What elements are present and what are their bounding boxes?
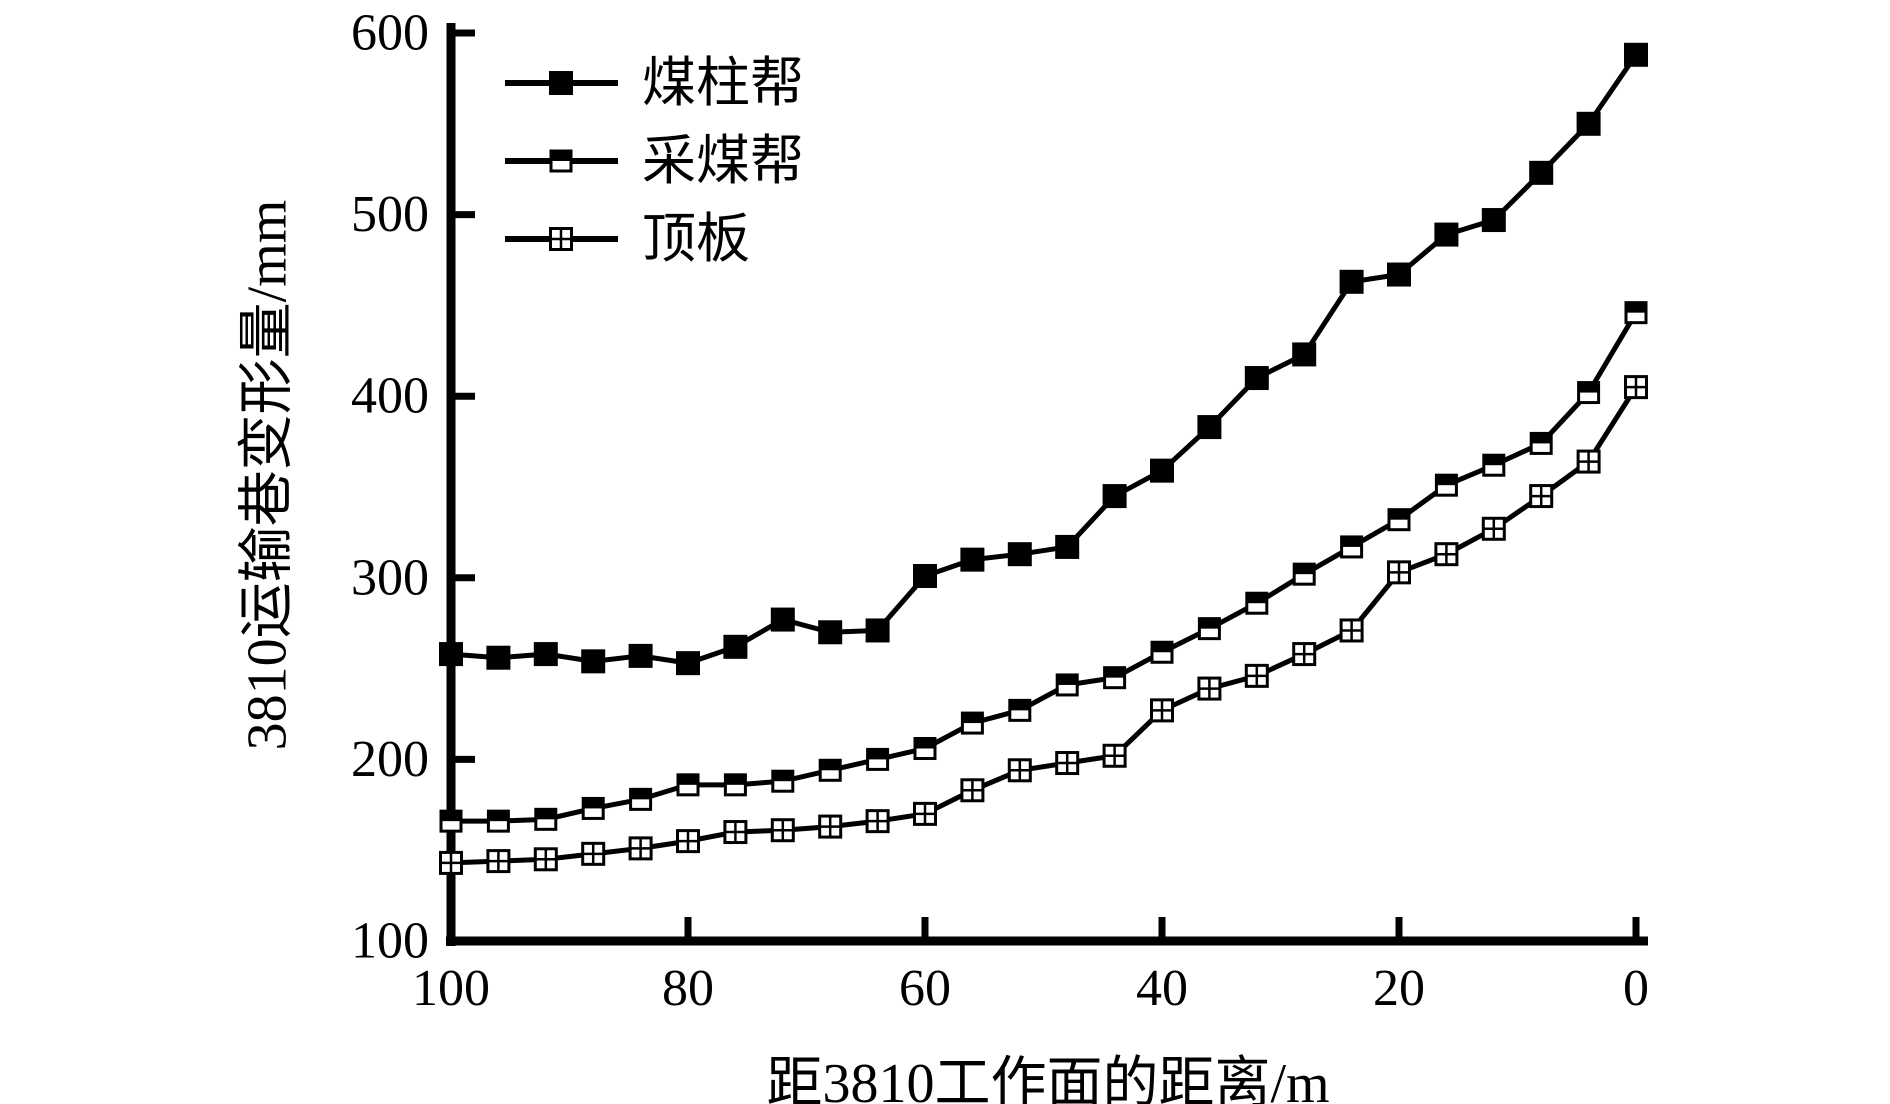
x-axis-title: 距3810工作面的距离/m: [766, 1053, 1330, 1104]
legend-label: 采煤帮: [642, 131, 804, 191]
legend-item: 顶板: [505, 209, 750, 269]
legend-item: 采煤帮: [505, 131, 804, 191]
x-tick-label: 80: [662, 960, 714, 1017]
x-tick-label: 40: [1136, 960, 1188, 1017]
x-tick-label: 60: [899, 960, 951, 1017]
y-tick-label: 200: [351, 731, 429, 788]
legend-label: 煤柱帮: [642, 53, 804, 113]
x-tick-label: 0: [1623, 960, 1649, 1017]
y-tick-label: 300: [351, 549, 429, 606]
y-tick-label: 500: [351, 186, 429, 243]
y-tick-label: 600: [351, 5, 429, 62]
legend-label: 顶板: [642, 209, 750, 269]
legend-item: 煤柱帮: [505, 53, 804, 113]
y-tick-label: 400: [351, 368, 429, 425]
series-crossed-square: [439, 375, 1648, 875]
x-tick-label: 100: [412, 960, 490, 1017]
series-half-filled-square: [439, 301, 1648, 833]
axes: [446, 23, 1648, 946]
y-axis-title: 3810运输巷变形量/mm: [236, 199, 299, 751]
series-filled-square: [439, 42, 1648, 676]
x-tick-label: 20: [1373, 960, 1425, 1017]
y-tick-label: 100: [351, 913, 429, 970]
